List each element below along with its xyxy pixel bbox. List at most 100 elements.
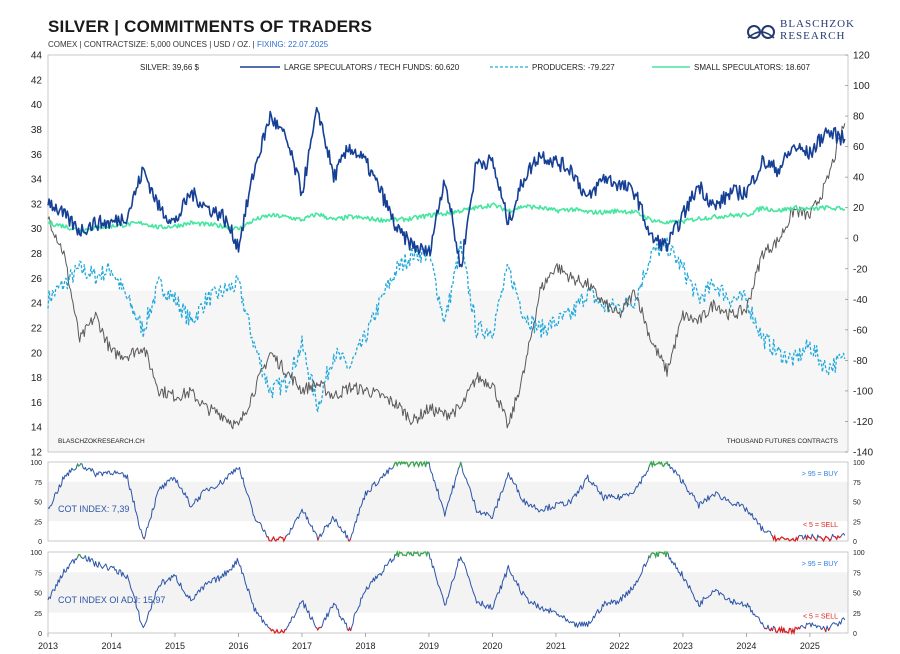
cot-index-sell-segment bbox=[805, 534, 812, 540]
left-tick-label: 24 bbox=[31, 299, 43, 310]
cot-index-band bbox=[48, 481, 848, 522]
cot-index-oi-right-tick: 75 bbox=[853, 570, 861, 577]
series-line-large bbox=[47, 106, 846, 268]
left-tick-label: 20 bbox=[31, 348, 43, 359]
cot-index-oi-left-tick: 75 bbox=[34, 570, 42, 577]
x-tick-label: 2021 bbox=[546, 641, 566, 651]
right-tick-label: 120 bbox=[853, 51, 870, 62]
cot-index-sell-segment bbox=[812, 536, 818, 542]
source-annotation: BLASCHZOKRESEARCH.CH bbox=[58, 438, 145, 445]
cot-index-oi-buy-segment bbox=[83, 555, 86, 558]
x-tick-label: 2023 bbox=[673, 641, 693, 651]
right-tick-label: -100 bbox=[853, 386, 873, 397]
series-line-small bbox=[47, 202, 846, 233]
cot-index-oi-buy-segment bbox=[394, 549, 430, 558]
series-line-price bbox=[47, 123, 846, 430]
right-tick-label: -20 bbox=[853, 264, 868, 275]
x-tick-label: 2019 bbox=[419, 641, 439, 651]
cot-index-oi-right-tick: 0 bbox=[853, 631, 857, 638]
x-tick-label: 2025 bbox=[800, 641, 820, 651]
subtitle-fixing: FIXING: 22.07.2025 bbox=[256, 40, 329, 49]
cot-index-left-tick: 75 bbox=[34, 480, 42, 487]
cot-index-oi-right-tick: 100 bbox=[853, 550, 865, 557]
x-tick-label: 2016 bbox=[228, 641, 248, 651]
cot-index-sell-label: < 5 = SELL bbox=[803, 522, 838, 529]
right-tick-label: -80 bbox=[853, 356, 868, 367]
cot-index-oi-sell-segment bbox=[820, 628, 823, 630]
x-tick-label: 2017 bbox=[292, 641, 312, 651]
legend-small: SMALL SPECULATORS: 18.607 bbox=[694, 63, 810, 72]
x-tick-label: 2020 bbox=[482, 641, 502, 651]
cot-index-left-tick: 25 bbox=[34, 519, 42, 526]
right-tick-label: 0 bbox=[853, 234, 859, 245]
right-tick-label: 100 bbox=[853, 81, 870, 92]
cot-index-oi-sell-segment bbox=[824, 628, 827, 633]
main-plot-shade bbox=[48, 290, 848, 452]
right-tick-label: 80 bbox=[853, 112, 865, 123]
cot-index-oi-sell-segment bbox=[774, 625, 801, 636]
cot-index-left-tick: 0 bbox=[38, 539, 42, 546]
cot-index-right-tick: 75 bbox=[853, 480, 861, 487]
cot-index-oi-buy-segment bbox=[648, 550, 669, 560]
cot-index-oi-right-tick: 25 bbox=[853, 611, 861, 618]
left-tick-label: 38 bbox=[31, 125, 43, 136]
cot-index-oi-sell-segment bbox=[768, 626, 774, 632]
logo-line-1: BLASCHZOK bbox=[780, 18, 856, 30]
logo-text: BLASCHZOK RESEARCH bbox=[780, 18, 855, 42]
cot-index-oi-left-tick: 25 bbox=[34, 611, 42, 618]
cot-index-sell-segment bbox=[802, 537, 805, 540]
cot-index-oi-left-tick: 0 bbox=[38, 631, 42, 638]
cot-index-oi-label: COT INDEX OI ADJ: 15,97 bbox=[58, 595, 165, 605]
left-tick-label: 14 bbox=[31, 423, 43, 434]
x-tick-label: 2018 bbox=[355, 641, 375, 651]
cot-index-oi-right-tick: 50 bbox=[853, 591, 861, 598]
legend-price: SILVER: 39,66 $ bbox=[140, 63, 200, 72]
cot-index-oi-sell-label: < 5 = SELL bbox=[803, 613, 838, 620]
cot-index-buy-segment bbox=[459, 461, 463, 467]
cot-index-sell-segment bbox=[818, 535, 832, 543]
chart-subtitle: COMEX | CONTRACTSIZE: 5,000 OUNCES | USD… bbox=[48, 40, 328, 49]
left-tick-label: 36 bbox=[31, 150, 43, 161]
cot-index-line bbox=[47, 461, 846, 542]
x-tick-label: 2014 bbox=[101, 641, 121, 651]
cot-index-buy-segment bbox=[393, 460, 430, 469]
x-tick-label: 2013 bbox=[38, 641, 58, 651]
series-line-producers bbox=[47, 236, 846, 413]
cot-index-oi-buy-segment bbox=[76, 553, 82, 558]
cot-index-sell-segment bbox=[142, 537, 145, 540]
cot-index-label: COT INDEX: 7,39 bbox=[58, 504, 129, 514]
right-tick-label: -120 bbox=[853, 417, 873, 428]
cot-index-buy-segment bbox=[76, 462, 83, 467]
cot-index-buy-segment bbox=[648, 459, 670, 469]
left-tick-label: 26 bbox=[31, 274, 43, 285]
cot-index-oi-line bbox=[47, 551, 846, 634]
cot-index-oi-band bbox=[48, 572, 848, 613]
left-tick-label: 44 bbox=[31, 51, 43, 62]
cot-index-buy-label: > 95 = BUY bbox=[802, 471, 839, 478]
left-tick-label: 32 bbox=[31, 199, 43, 210]
logo-line-2: RESEARCH bbox=[780, 30, 846, 42]
left-tick-label: 12 bbox=[31, 448, 43, 459]
x-tick-label: 2024 bbox=[736, 641, 756, 651]
right-tick-label: -60 bbox=[853, 325, 868, 336]
left-tick-label: 18 bbox=[31, 373, 43, 384]
chart-title: SILVER | COMMITMENTS OF TRADERS bbox=[48, 17, 373, 36]
cot-index-right-tick: 25 bbox=[853, 519, 861, 526]
cot-index-right-tick: 50 bbox=[853, 500, 861, 507]
cot-index-oi-sell-segment bbox=[346, 626, 352, 632]
subtitle-main: COMEX | CONTRACTSIZE: 5,000 OUNCES | USD… bbox=[48, 40, 257, 49]
cot-index-oi-left-tick: 100 bbox=[30, 550, 42, 557]
cot-index-right-tick: 0 bbox=[853, 539, 857, 546]
legend-producers: PRODUCERS: -79.227 bbox=[532, 63, 615, 72]
right-tick-label: -140 bbox=[853, 448, 873, 459]
cot-index-right-tick: 100 bbox=[853, 460, 865, 467]
cot-index-left-tick: 50 bbox=[34, 500, 42, 507]
left-tick-label: 28 bbox=[31, 249, 43, 260]
cot-index-oi-sell-segment bbox=[268, 627, 287, 635]
cot-index-sell-segment bbox=[266, 535, 287, 543]
cot-index-sell-segment bbox=[771, 533, 800, 543]
left-tick-label: 42 bbox=[31, 75, 43, 86]
cot-index-sell-segment bbox=[317, 536, 320, 541]
